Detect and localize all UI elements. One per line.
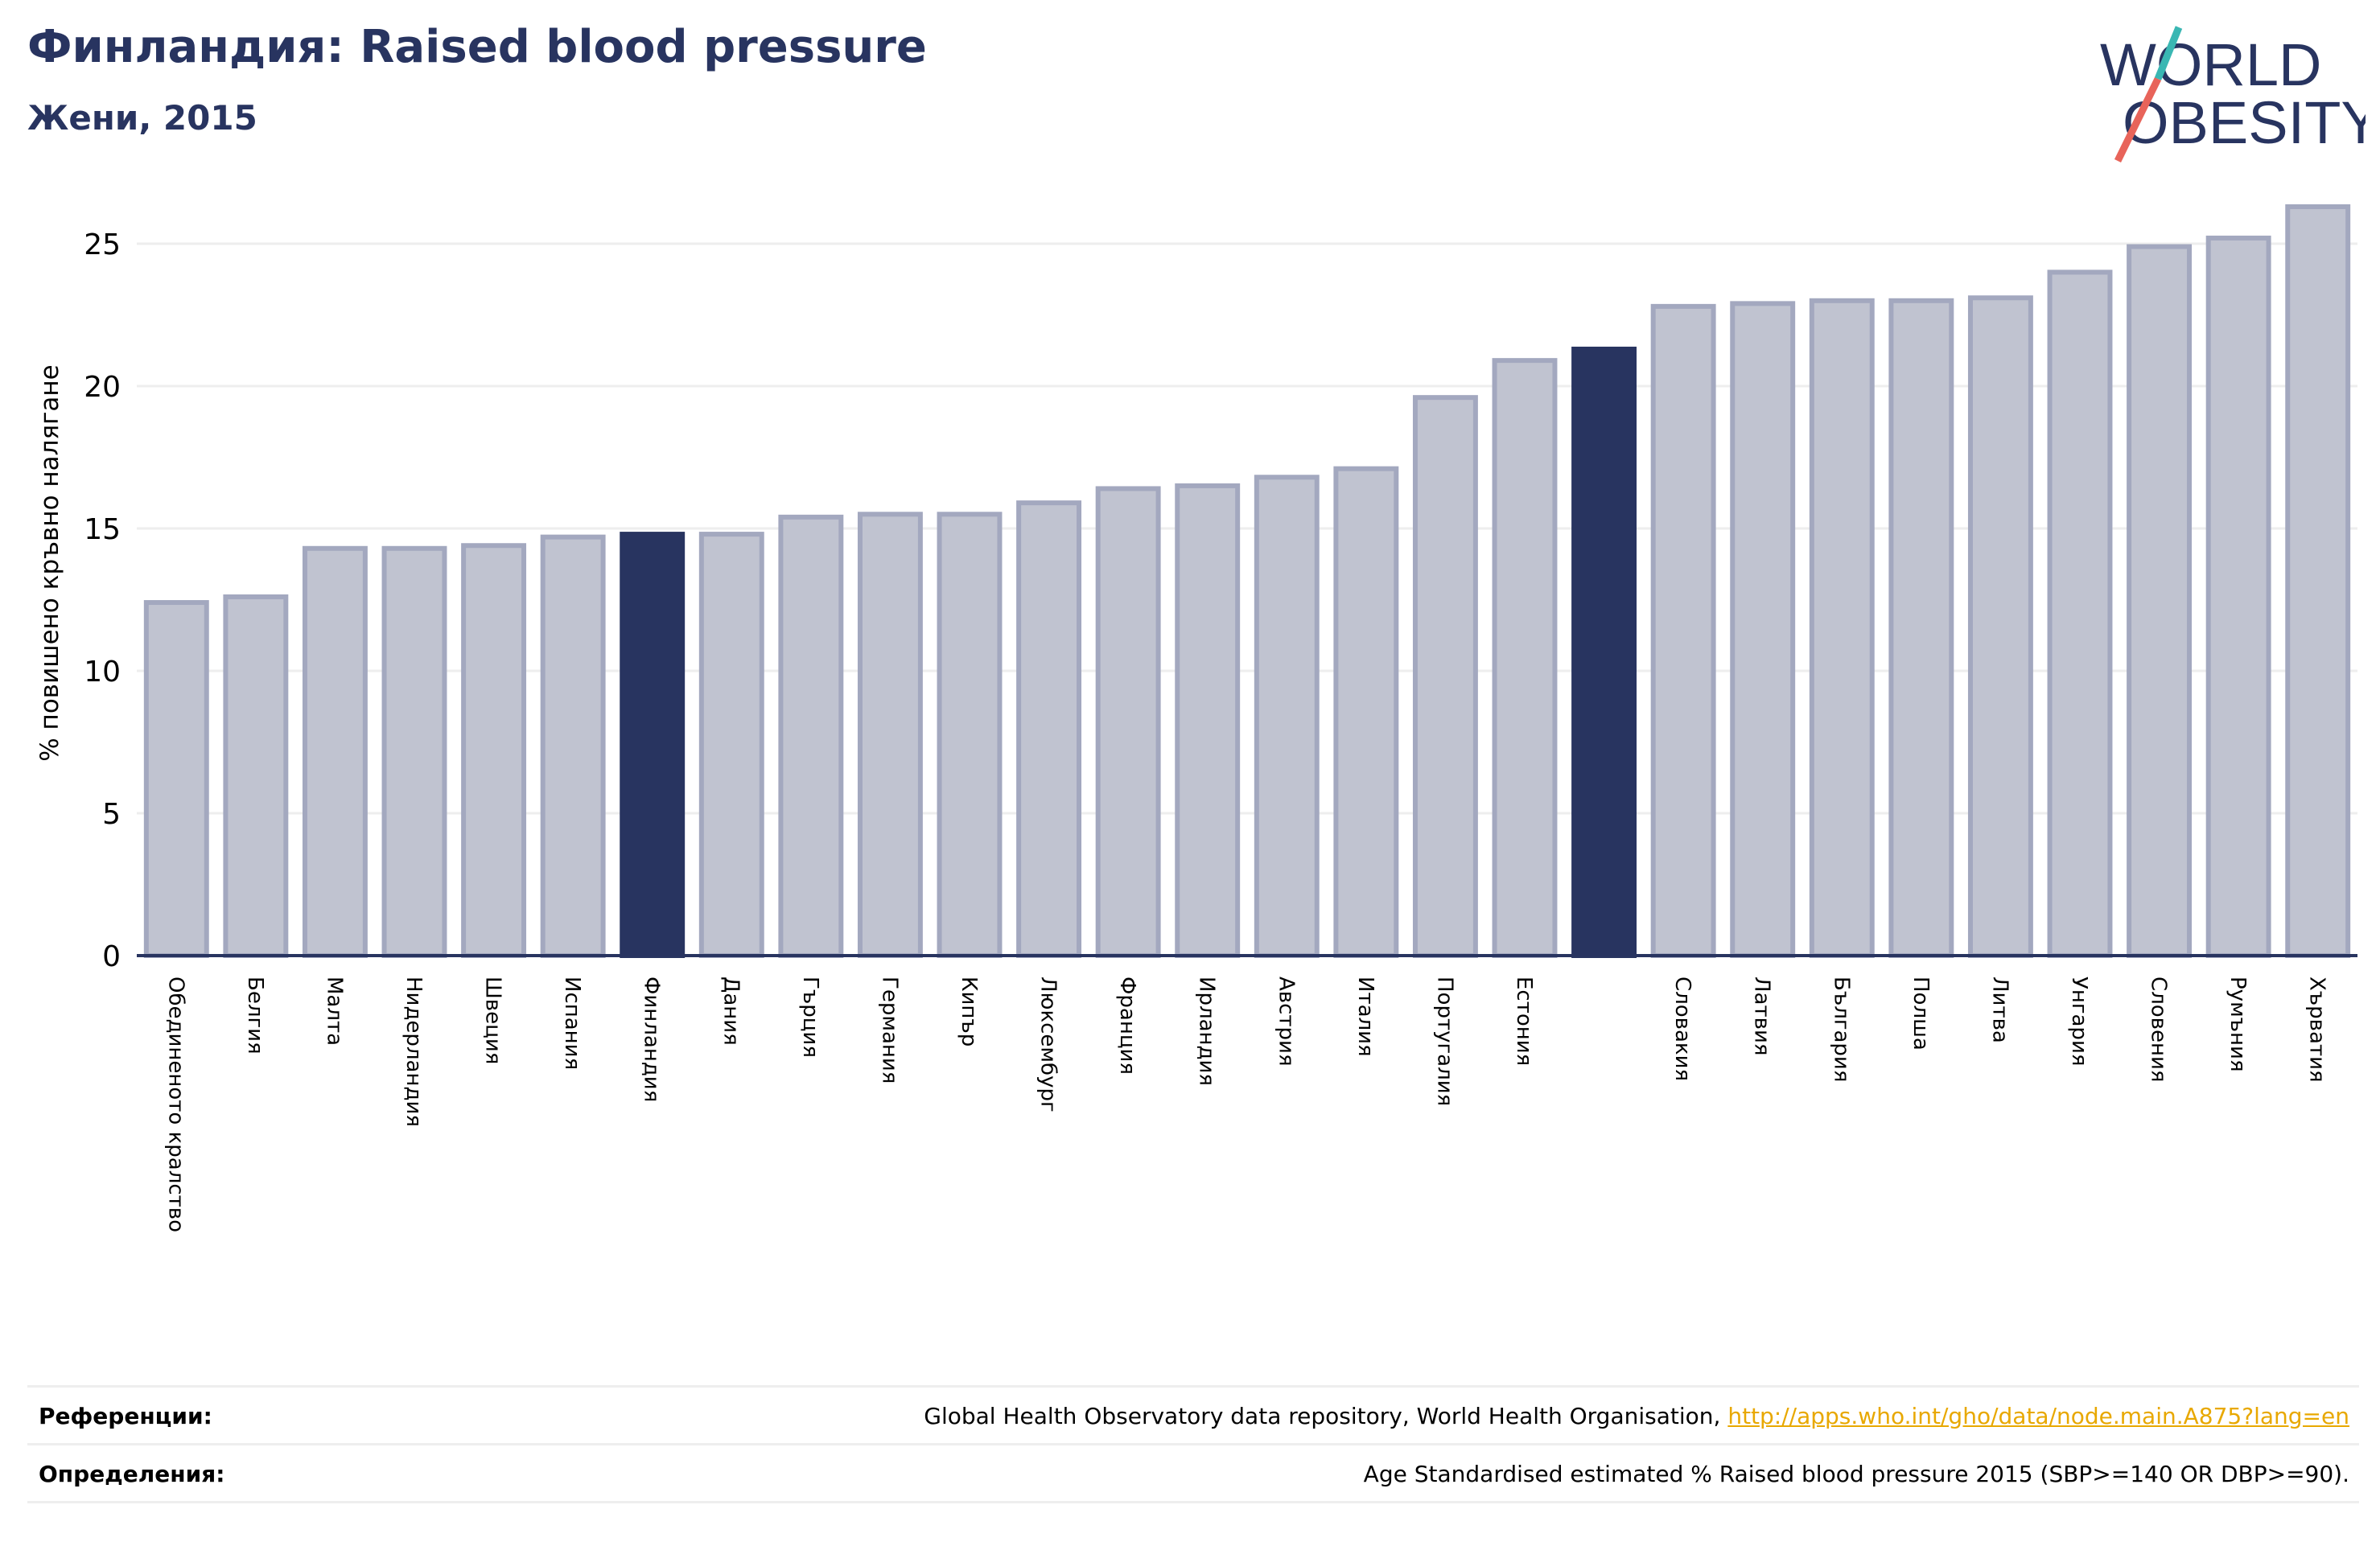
y-tick-label: 20	[84, 371, 121, 404]
bar	[1650, 303, 1716, 958]
logo-slash-teal	[2154, 26, 2183, 80]
x-tick-label: Естония	[1512, 977, 1536, 1066]
bar	[857, 512, 923, 958]
bar	[937, 512, 1003, 958]
bar-highlighted	[1571, 346, 1637, 959]
references-link[interactable]: http://apps.who.int/gho/data/node.main.A…	[1727, 1402, 2349, 1429]
x-tick-label: България	[1829, 977, 1853, 1082]
y-tick-label: 25	[84, 228, 121, 261]
bar	[1016, 500, 1082, 958]
x-tick-label: Обединеното кралство	[163, 977, 187, 1232]
bar-chart: 0 5 10 15 20 25 Обединеното кралство Белгия Мал…	[35, 204, 2357, 1232]
x-tick-label: Люксембург	[1036, 977, 1060, 1112]
x-tick-label: Нидерландия	[401, 977, 426, 1127]
chart-subtitle: Жени, 2015	[27, 98, 257, 138]
bar-highlighted	[620, 532, 686, 958]
logo-line2: OBESITY	[2123, 89, 2366, 156]
footer-divider-middle	[27, 1443, 2359, 1445]
definitions-row: Определения: Age Standardised estimated …	[27, 1446, 2359, 1501]
bar	[1967, 295, 2033, 958]
x-tick-label: Дания	[719, 977, 743, 1046]
bar	[1412, 395, 1478, 959]
x-tick-label: Литва	[1987, 977, 2011, 1043]
bar	[143, 600, 209, 958]
x-tick-label: Австрия	[1274, 977, 1298, 1067]
bar	[2047, 269, 2113, 958]
bar	[1888, 298, 1954, 958]
bar	[302, 545, 368, 959]
x-tick-labels: Обединеното кралство Белгия Малта Нидерланд…	[163, 977, 2329, 1232]
x-tick-label: Финландия	[640, 977, 664, 1102]
x-tick-label: Унгария	[2067, 977, 2091, 1066]
bar	[2285, 204, 2351, 959]
bar	[698, 532, 764, 958]
definitions-value: Age Standardised estimated % Raised bloo…	[1363, 1460, 2349, 1487]
x-tick-label: Испания	[560, 977, 584, 1070]
footer-divider-top	[27, 1385, 2359, 1388]
references-value: Global Health Observatory data repositor…	[924, 1403, 2359, 1429]
x-tick-label: Хърватия	[2305, 977, 2329, 1083]
x-tick-label: Малта	[322, 977, 346, 1046]
bar	[1175, 483, 1241, 958]
x-tick-label: Гърция	[798, 977, 822, 1058]
references-row: Референции: Global Health Observatory da…	[27, 1388, 2359, 1443]
bar	[2205, 235, 2271, 959]
x-tick-label: Словения	[2147, 977, 2171, 1083]
bar	[461, 543, 527, 958]
x-tick-label: Франция	[1115, 977, 1139, 1075]
x-tick-label: Белгия	[243, 977, 267, 1055]
references-label: Референции:	[39, 1402, 212, 1429]
bar	[778, 514, 844, 958]
bar	[2127, 244, 2193, 959]
x-tick-label: Румъния	[2226, 977, 2250, 1072]
x-tick-label: Кипър	[957, 977, 981, 1047]
y-tick-labels: 0 5 10 15 20 25	[84, 228, 121, 973]
logo-line1: WORLD	[2100, 31, 2321, 98]
bar	[381, 545, 447, 959]
y-tick-label: 15	[84, 513, 121, 546]
x-tick-label: Ирландия	[1195, 977, 1219, 1086]
bars	[143, 204, 2351, 959]
y-tick-label: 10	[84, 656, 121, 689]
x-tick-label: Швеция	[481, 977, 505, 1064]
bar	[1809, 298, 1875, 958]
bar	[1730, 301, 1796, 958]
y-axis-label: % повишено кръвно налягане	[35, 364, 64, 762]
x-tick-label: Полша	[1909, 977, 1933, 1051]
bar	[1333, 466, 1399, 958]
bar	[1492, 358, 1558, 958]
footer-divider-bottom	[27, 1501, 2359, 1503]
bar	[540, 534, 606, 958]
chart-title: Финландия: Raised blood pressure	[27, 21, 927, 73]
y-tick-label: 5	[102, 798, 121, 831]
x-tick-label: Португалия	[1432, 977, 1456, 1106]
bar	[1254, 475, 1320, 958]
x-tick-label: Латвия	[1750, 977, 1774, 1056]
x-tick-label: Германия	[877, 977, 901, 1084]
definitions-label: Определения:	[39, 1460, 225, 1487]
references-text: Global Health Observatory data repositor…	[924, 1402, 1728, 1429]
y-tick-label: 0	[102, 940, 121, 973]
world-obesity-logo: WORLD OBESITY	[2100, 26, 2366, 162]
bar	[1095, 486, 1161, 958]
bar	[223, 594, 289, 959]
x-tick-label: Словакия	[1670, 977, 1694, 1081]
x-tick-label: Италия	[1353, 977, 1377, 1057]
logo-slash-red	[2114, 77, 2162, 162]
